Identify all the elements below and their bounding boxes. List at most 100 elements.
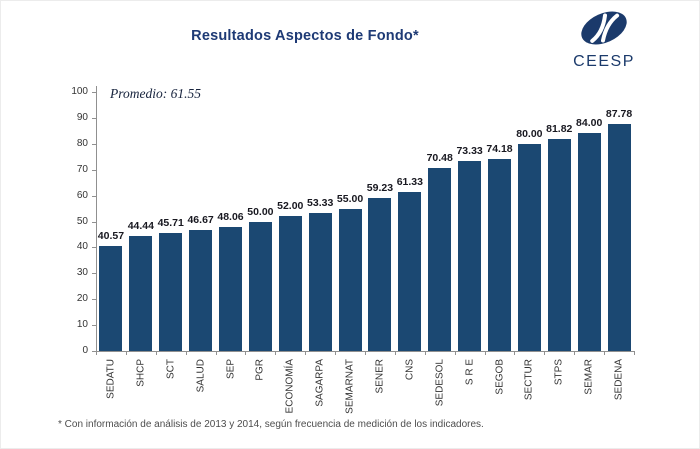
x-axis-tick <box>394 352 396 355</box>
x-axis-tick <box>424 352 426 355</box>
bar-s-r-e <box>458 161 482 351</box>
y-axis-tick <box>92 221 96 223</box>
x-axis-category-label: PGR <box>254 359 266 381</box>
x-axis-tick <box>454 352 456 355</box>
bar-value-label: 44.44 <box>127 219 154 232</box>
bar-value-label: 45.71 <box>157 216 184 229</box>
bar-pgr <box>248 221 272 351</box>
footnote: * Con información de análisis de 2013 y … <box>58 419 484 430</box>
x-axis-tick <box>634 352 635 355</box>
y-axis-label: 40 <box>76 241 88 253</box>
bar-sedena <box>607 123 631 351</box>
ceesp-logo-icon <box>578 9 630 52</box>
chart-title: Resultados Aspectos de Fondo* <box>191 28 419 44</box>
y-axis-label: 60 <box>76 189 88 201</box>
y-axis-tick <box>92 169 96 171</box>
bar-salud <box>189 230 213 351</box>
bar-sct <box>159 232 183 351</box>
x-axis-tick <box>365 352 366 355</box>
bar-sedatu <box>99 245 123 351</box>
y-axis-line <box>96 86 97 352</box>
bar-stps <box>547 139 571 351</box>
y-axis-tick <box>92 247 96 249</box>
y-axis-label: 30 <box>76 267 88 279</box>
bar-value-label: 81.82 <box>546 123 573 136</box>
bar-sedesol <box>428 168 452 351</box>
x-axis-category-label: STPS <box>553 359 565 386</box>
x-axis-category-label: SEDATU <box>105 359 117 399</box>
ceesp-logo-text: CEESP <box>573 53 635 70</box>
x-axis-category-label: SHCP <box>135 359 147 387</box>
x-axis-tick <box>245 352 247 355</box>
y-axis-label: 70 <box>76 163 88 175</box>
bar-value-label: 46.67 <box>187 214 214 227</box>
bar-value-label: 74.18 <box>486 142 513 155</box>
y-axis-tick <box>92 92 96 93</box>
x-axis-tick <box>544 352 546 355</box>
bar-value-label: 52.00 <box>277 200 304 213</box>
bar-semar <box>577 133 601 351</box>
x-axis-category-label: SENER <box>374 359 386 394</box>
x-axis-tick <box>574 352 576 355</box>
bar-sep <box>219 226 242 351</box>
x-axis-tick <box>96 352 97 355</box>
x-axis-category-label: SALUD <box>195 359 207 393</box>
bar-value-label: 70.48 <box>426 152 453 165</box>
x-axis-tick <box>514 352 516 355</box>
x-axis-tick <box>484 352 486 355</box>
x-axis-category-label: SCT <box>165 359 177 379</box>
bar-value-label: 73.33 <box>456 145 483 158</box>
y-axis-tick <box>92 143 96 145</box>
x-axis-category-label: SEMAR <box>583 359 595 395</box>
bar-value-label: 55.00 <box>336 192 364 205</box>
y-axis-tick <box>92 351 96 352</box>
bar-value-label: 61.33 <box>396 176 423 189</box>
x-axis-tick <box>185 352 187 355</box>
y-axis-label: 80 <box>76 137 88 149</box>
y-axis-tick <box>92 299 96 301</box>
bar-value-label: 40.57 <box>97 229 125 242</box>
y-axis-label: 10 <box>76 319 88 331</box>
bar-sener <box>368 197 392 351</box>
y-axis-tick <box>92 195 96 197</box>
ceesp-logo: CEESP <box>573 9 635 71</box>
x-axis-category-label: SECTUR <box>523 359 535 401</box>
bar-sectur <box>517 143 541 351</box>
x-axis-category-label: SEDESOL <box>434 359 446 407</box>
bar-shcp <box>129 235 153 351</box>
x-axis-tick <box>604 352 606 355</box>
x-axis-category-label: SEGOB <box>494 359 505 395</box>
y-axis-label: 90 <box>76 111 88 123</box>
y-axis-tick <box>92 117 96 119</box>
x-axis-tick <box>215 352 217 355</box>
x-axis-tick <box>305 352 307 355</box>
bar-cns <box>398 192 422 351</box>
bar-segob <box>488 158 511 351</box>
average-annotation: Promedio: 61.55 <box>110 86 201 101</box>
x-axis-category-label: CNS <box>404 359 416 381</box>
x-axis-line <box>96 351 635 352</box>
bar-semarnat <box>338 208 362 351</box>
y-axis-tick <box>92 325 96 327</box>
x-axis-tick <box>275 352 277 355</box>
y-axis-label: 20 <box>76 293 88 305</box>
x-axis-category-label: SEDENA <box>613 359 625 401</box>
x-axis-tick <box>335 352 337 355</box>
x-axis-category-label: SAGARPA <box>314 359 326 407</box>
bar-value-label: 80.00 <box>516 127 543 140</box>
x-axis-tick <box>155 352 157 355</box>
bar-value-label: 50.00 <box>247 205 274 218</box>
bar-value-label: 59.23 <box>366 181 394 194</box>
bar-value-label: 84.00 <box>576 117 603 130</box>
y-axis-label: 100 <box>71 86 88 97</box>
bar-sagarpa <box>308 212 332 351</box>
x-axis-tick <box>125 352 127 355</box>
x-axis-category-label: SEP <box>225 359 236 380</box>
y-axis-tick <box>92 273 96 275</box>
bar-value-label: 48.06 <box>217 210 244 223</box>
y-axis-label: 0 <box>82 345 88 356</box>
x-axis-category-label: ECONOMÍA <box>284 359 296 414</box>
x-axis-category-label: SEMARNAT <box>344 359 356 414</box>
bar-value-label: 87.78 <box>605 107 633 120</box>
